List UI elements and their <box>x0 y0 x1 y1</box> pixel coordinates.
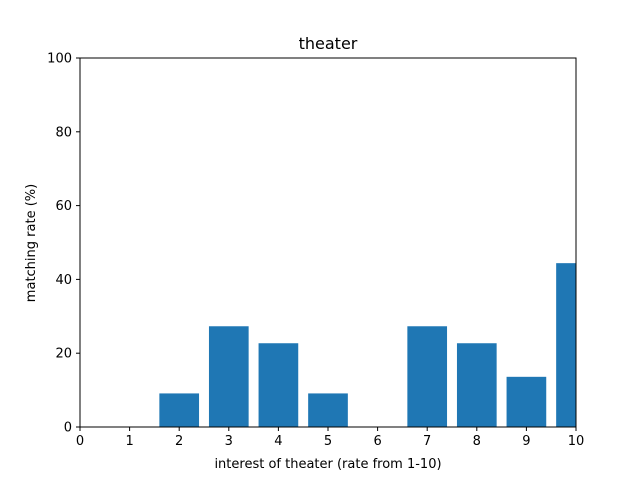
bars-group <box>159 263 576 427</box>
x-tick-label: 5 <box>324 434 332 449</box>
bar-7 <box>407 326 448 427</box>
bar-5 <box>308 393 348 427</box>
x-axis-ticks: 0 1 2 3 4 5 6 7 8 9 10 <box>76 427 584 449</box>
y-tick-label: 100 <box>47 52 72 67</box>
y-axis-label: matching rate (%) <box>24 184 39 302</box>
x-tick-label: 1 <box>125 434 133 449</box>
bar-9 <box>506 376 547 427</box>
bar-10 <box>556 263 576 427</box>
x-tick-label: 10 <box>568 434 585 449</box>
bar-3 <box>208 326 249 427</box>
x-axis-label: interest of theater (rate from 1-10) <box>214 457 441 472</box>
x-tick-label: 2 <box>175 434 183 449</box>
bar-4 <box>258 343 299 427</box>
y-tick-label: 40 <box>55 273 72 288</box>
x-tick-label: 9 <box>522 434 530 449</box>
x-tick-label: 8 <box>473 434 481 449</box>
y-tick-label: 20 <box>55 347 72 362</box>
y-tick-label: 0 <box>64 421 72 436</box>
x-tick-label: 6 <box>373 434 381 449</box>
y-axis-ticks: 0 20 40 60 80 100 <box>47 52 80 436</box>
plot-frame <box>79 57 577 428</box>
bar-8 <box>456 343 497 427</box>
x-tick-label: 4 <box>274 434 282 449</box>
x-tick-label: 3 <box>225 434 233 449</box>
bar-2 <box>159 393 200 427</box>
x-tick-label: 7 <box>423 434 431 449</box>
chart-title: theater <box>299 34 358 53</box>
y-tick-label: 60 <box>55 199 72 214</box>
y-tick-label: 80 <box>55 125 72 140</box>
x-tick-label: 0 <box>76 434 84 449</box>
